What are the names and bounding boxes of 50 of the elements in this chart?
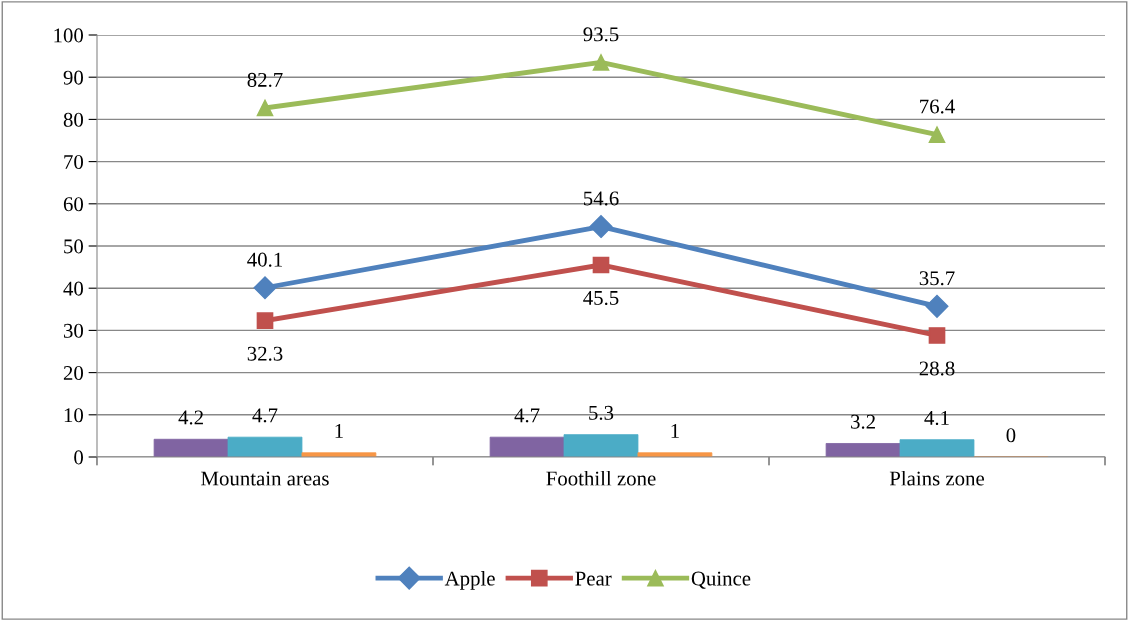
bar: [899, 439, 975, 457]
data-label: 35.7: [919, 271, 955, 286]
data-label: 45.5: [583, 291, 619, 306]
point: [925, 294, 949, 318]
y-tick-label: 90: [63, 70, 84, 85]
point: [592, 54, 610, 71]
legend-label: Apple: [444, 570, 495, 590]
data-label: 32.3: [247, 346, 283, 361]
data-label: 40.1: [247, 252, 282, 267]
y-tick-label: 40: [63, 281, 84, 296]
data-label: 28.8: [919, 361, 955, 376]
data-label: 54.6: [583, 191, 619, 206]
data-label: 4.7: [252, 408, 278, 423]
data-label: 4.1: [924, 410, 949, 426]
point: [589, 215, 613, 239]
x-tick-label: Mountain areas: [201, 471, 329, 486]
data-label: 82.7: [247, 72, 283, 87]
bar: [227, 436, 303, 457]
legend-label: Quince: [691, 571, 751, 589]
bar: [563, 434, 639, 457]
data-label: 76.4: [920, 99, 955, 114]
point: [928, 327, 946, 344]
y-tick-label: 60: [63, 197, 84, 212]
point: [256, 99, 274, 117]
data-label: 0: [1006, 428, 1016, 443]
x-tick-label: Plains zone: [889, 470, 985, 486]
y-tick-label: 10: [64, 408, 84, 423]
data-label: 4.2: [178, 410, 203, 425]
data-label: 1: [335, 424, 343, 438]
y-tick-label: 100: [54, 28, 84, 43]
y-tick-label: 50: [64, 239, 84, 254]
data-label: 5.3: [589, 405, 614, 420]
data-label: 3.2: [851, 414, 875, 429]
bar: [153, 438, 229, 457]
point: [592, 256, 610, 274]
data-label: 1: [671, 424, 679, 438]
point: [253, 276, 277, 300]
point: [928, 126, 946, 143]
data-label: 4.7: [514, 408, 540, 423]
y-tick-label: 20: [63, 365, 84, 381]
legend-label: Pear: [575, 571, 612, 586]
y-tick-label: 80: [63, 112, 84, 127]
y-tick-label: 30: [63, 323, 84, 338]
bar: [825, 443, 901, 457]
x-tick-label: Foothill zone: [546, 470, 656, 486]
point: [256, 312, 274, 330]
y-tick-label: 70: [64, 154, 84, 170]
data-label: 93.5: [583, 27, 619, 42]
y-tick-label: 0: [74, 450, 84, 465]
bar: [489, 436, 565, 457]
